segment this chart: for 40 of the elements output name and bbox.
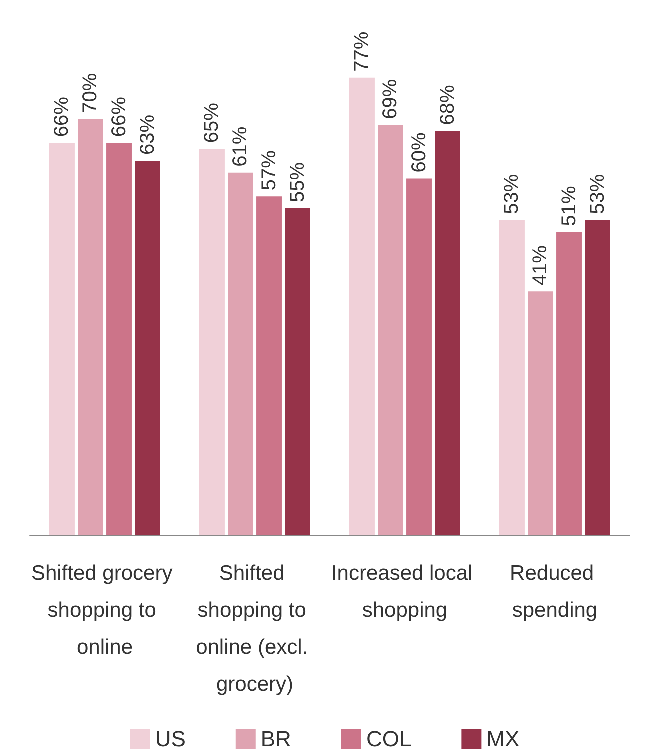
x-tick-label: Increased local shopping bbox=[331, 562, 479, 622]
bar bbox=[256, 196, 282, 535]
x-tick-label: Shifted grocery shopping to online bbox=[31, 562, 179, 659]
data-label: 53% bbox=[586, 174, 609, 214]
bar bbox=[585, 220, 610, 535]
bar bbox=[200, 149, 225, 535]
bar bbox=[106, 143, 132, 535]
x-tick-label: Shifted shopping to online (excl. grocery) bbox=[196, 562, 314, 696]
bar bbox=[135, 160, 160, 535]
data-label: 51% bbox=[558, 186, 580, 226]
data-label: 53% bbox=[501, 174, 524, 214]
bar bbox=[228, 172, 254, 535]
data-label: 66% bbox=[51, 96, 74, 138]
bar bbox=[435, 131, 460, 535]
bar bbox=[406, 178, 432, 535]
data-label: 57% bbox=[258, 150, 280, 191]
data-label: 61% bbox=[230, 126, 252, 167]
bar bbox=[78, 119, 104, 535]
data-label: 77% bbox=[351, 32, 374, 72]
bar bbox=[50, 143, 75, 535]
data-label: 68% bbox=[436, 85, 459, 126]
legend-label: MX bbox=[486, 726, 520, 752]
bar bbox=[556, 232, 582, 535]
data-label: 70% bbox=[80, 73, 102, 114]
data-label: 66% bbox=[108, 96, 130, 138]
data-label: 55% bbox=[286, 162, 309, 202]
data-label: 65% bbox=[201, 102, 224, 144]
bar bbox=[500, 220, 525, 535]
bar bbox=[285, 208, 310, 535]
data-label: 60% bbox=[408, 132, 430, 173]
bar bbox=[350, 78, 375, 535]
x-tick-label: Reduced spending bbox=[510, 562, 600, 622]
data-label: 41% bbox=[530, 245, 552, 286]
bar bbox=[378, 125, 404, 535]
data-label: 63% bbox=[136, 114, 159, 155]
legend-label: COL bbox=[366, 726, 412, 752]
bar bbox=[528, 292, 554, 535]
data-label: 69% bbox=[380, 79, 402, 120]
legend-label: US bbox=[155, 726, 186, 752]
legend-label: BR bbox=[260, 726, 292, 752]
